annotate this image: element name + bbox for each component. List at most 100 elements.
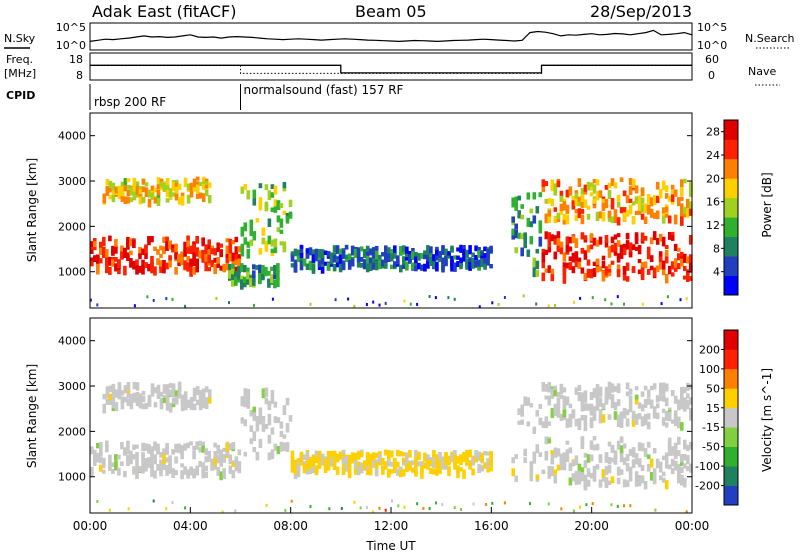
echo-cell (237, 461, 242, 471)
echo-cell (323, 465, 328, 473)
echo-cell (204, 251, 208, 262)
echo-cell (456, 456, 460, 464)
echo-cell (273, 401, 278, 408)
echo-cell (562, 395, 567, 405)
echo-cell (408, 254, 412, 264)
echo-cell (365, 262, 370, 273)
echo-cell (219, 457, 223, 467)
echo-cell (120, 461, 124, 466)
echo-cell (544, 384, 549, 392)
echo-cell (341, 457, 346, 464)
echo-cell (150, 467, 154, 477)
echo-cell (183, 241, 187, 251)
echo-cell (625, 409, 630, 416)
echo-cell (273, 238, 278, 248)
echo-cell (680, 399, 684, 410)
echo-cell (511, 457, 515, 464)
echo-cell (141, 186, 146, 193)
echo-cell (511, 231, 515, 240)
echo-cell (631, 448, 636, 458)
echo-cell (477, 264, 481, 271)
echo-cell (390, 249, 394, 254)
echo-cell (225, 245, 230, 254)
echo-cell (622, 273, 627, 281)
echo-cell (314, 450, 319, 461)
echo-cell (562, 409, 567, 418)
echo-cell (456, 247, 460, 252)
echo-cell (640, 404, 645, 412)
echo-cell (147, 457, 151, 467)
echo-cell (649, 458, 654, 468)
echo-cell (108, 267, 112, 275)
echo-cell (423, 452, 427, 462)
echo-cell (108, 235, 112, 242)
echo-cell (489, 453, 493, 461)
echo-cell (93, 255, 97, 262)
echo-cell (162, 465, 166, 470)
echo-cell (634, 235, 639, 245)
echo-cell (126, 184, 131, 190)
echo-cell (162, 182, 167, 192)
echo-cell (544, 268, 549, 273)
colorbar-swatch (724, 256, 738, 276)
echo-cell (646, 398, 651, 405)
echo-cell (204, 262, 208, 272)
echo-cell (447, 455, 451, 464)
echo-cell (595, 401, 600, 411)
echo-cell (409, 302, 412, 306)
colorbar-swatch (724, 275, 738, 296)
echo-cell (616, 295, 619, 299)
echo-cell (222, 471, 226, 479)
echo-cell (135, 452, 139, 457)
echo-cell (141, 197, 146, 204)
echo-cell (141, 452, 145, 457)
echo-cell (201, 445, 205, 453)
echo-cell (264, 240, 269, 250)
echo-cell (568, 403, 573, 409)
echo-cell (604, 266, 609, 276)
echo-cell (335, 466, 340, 475)
velocity-ylabel: Slant Range [km] (25, 364, 39, 468)
echo-cell (308, 456, 313, 465)
echo-cell (664, 249, 669, 257)
echo-cell (503, 296, 506, 299)
echo-cell (568, 236, 573, 244)
echo-cell (664, 397, 669, 407)
echo-cell (114, 239, 118, 247)
echo-cell (126, 382, 131, 391)
echo-cell (689, 262, 693, 271)
echo-cell (123, 247, 127, 254)
echo-cell (165, 297, 168, 301)
echo-cell (135, 444, 139, 449)
echo-cell (105, 186, 110, 196)
echo-cell (156, 189, 161, 196)
echo-cell (683, 454, 687, 461)
x-tick-label: 16:00 (474, 519, 509, 533)
echo-cell (616, 414, 621, 421)
echo-cell (459, 454, 463, 463)
colorbar-swatch (724, 466, 738, 486)
echo-cell (568, 186, 573, 196)
echo-cell (120, 442, 124, 450)
echo-cell (177, 381, 182, 391)
echo-cell (559, 244, 564, 255)
echo-cell (586, 403, 591, 411)
echo-cell (117, 185, 122, 191)
echo-cell (562, 267, 567, 275)
echo-cell (661, 213, 666, 224)
echo-cell (198, 394, 203, 404)
echo-cell (598, 479, 603, 488)
echo-cell (574, 251, 579, 258)
echo-cell (572, 300, 575, 304)
echo-cell (514, 229, 518, 239)
colorbar-tick-label: 20 (706, 172, 720, 185)
echo-cell (562, 213, 567, 221)
echo-cell (680, 258, 684, 267)
echo-cell (643, 261, 648, 269)
echo-cell (616, 240, 621, 247)
echo-cell (520, 412, 524, 417)
echo-cell (311, 454, 316, 463)
echo-cell (491, 501, 494, 505)
echo-cell (535, 302, 538, 306)
echo-cell (468, 245, 472, 255)
